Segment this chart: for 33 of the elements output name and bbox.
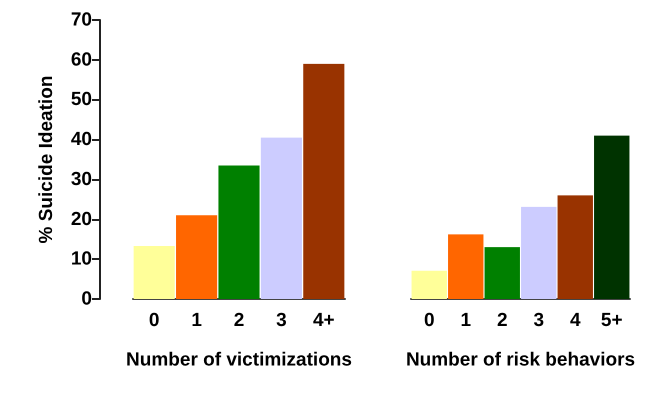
x-tick-label: 2 bbox=[234, 310, 244, 331]
x-tick-label: 1 bbox=[460, 310, 472, 331]
y-tick-label: 10 bbox=[70, 248, 92, 270]
bar bbox=[176, 215, 218, 299]
y-tick-label: 40 bbox=[70, 129, 92, 150]
y-tick-label: 0 bbox=[81, 288, 92, 310]
bar bbox=[218, 165, 260, 299]
bar bbox=[303, 64, 344, 299]
x-tick-label: 4+ bbox=[312, 310, 335, 331]
y-tick-label: 30 bbox=[70, 168, 92, 190]
x-tick-label: 3 bbox=[533, 310, 544, 331]
bar bbox=[484, 247, 520, 299]
y-tick-label: 60 bbox=[70, 49, 92, 70]
x-tick-label: 0 bbox=[424, 310, 435, 331]
bar bbox=[412, 270, 447, 299]
x-tick-label: 4 bbox=[570, 310, 581, 331]
y-tick-label: 20 bbox=[70, 208, 92, 230]
y-tick-label: 50 bbox=[70, 89, 92, 110]
bar bbox=[558, 195, 593, 299]
x-axis-title: Number of victimizations bbox=[126, 350, 352, 370]
y-axis-title: % Suicide Ideation bbox=[36, 76, 57, 244]
x-tick-label: 5+ bbox=[600, 310, 623, 331]
bar bbox=[260, 138, 302, 299]
x-tick-label: 1 bbox=[191, 310, 202, 331]
x-axis-title: Number of risk behaviors bbox=[406, 350, 636, 370]
x-tick-label: 2 bbox=[496, 310, 508, 331]
bar bbox=[448, 234, 484, 299]
y-tick-label: 70 bbox=[70, 10, 92, 30]
x-tick-label: 0 bbox=[148, 310, 160, 331]
bar bbox=[521, 206, 556, 299]
x-tick-label: 3 bbox=[276, 310, 287, 331]
bar bbox=[594, 136, 630, 299]
bar bbox=[134, 246, 175, 299]
